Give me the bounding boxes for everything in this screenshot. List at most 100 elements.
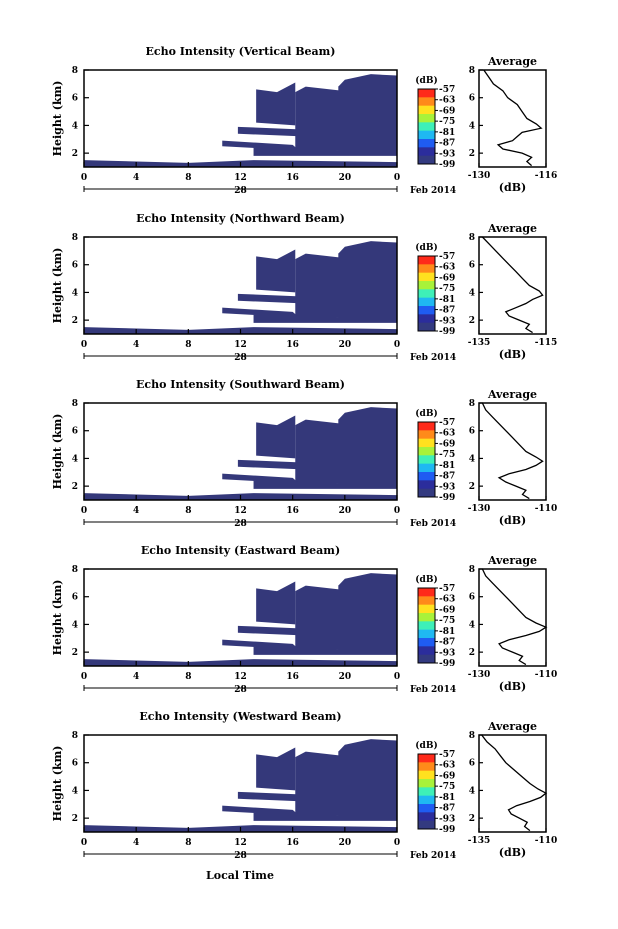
x-tick-label: 20 (339, 506, 352, 516)
profile-x-label: (dB) (499, 680, 526, 693)
x-tick-label: 20 (339, 173, 352, 183)
colorbar-segment (418, 604, 435, 614)
echo-region (253, 812, 397, 821)
echo-region (295, 751, 343, 816)
profile-x-tick-label: -115 (535, 338, 558, 348)
colorbar-tick-label: -69 (439, 439, 455, 449)
y-tick-label: 2 (72, 814, 78, 824)
echo-region (237, 126, 306, 137)
profile-frame (478, 568, 547, 667)
profile-y-tick-label: 6 (469, 94, 475, 104)
y-tick-label: 4 (72, 620, 78, 630)
colorbar-segment (418, 455, 435, 465)
colorbar-unit: (dB) (415, 408, 437, 419)
y-tick-label: 6 (72, 593, 78, 603)
x-tick-label: 12 (234, 173, 247, 183)
panel-4: Echo Intensity (Eastward Beam) 2 4 6 8 Height… (51, 544, 557, 695)
colorbar-segment (418, 812, 435, 822)
colorbar-tick-label: -87 (439, 306, 455, 316)
profile-y-tick-label: 8 (469, 399, 475, 409)
colorbar-frame (417, 255, 436, 332)
echo-region (256, 82, 296, 126)
echo-region (253, 147, 397, 156)
echo-region (222, 307, 300, 318)
echo-region (253, 314, 397, 323)
profile-x-label: (dB) (499, 514, 526, 527)
colorbar-tick-label: -75 (439, 616, 455, 626)
date-label: 28 (234, 186, 247, 196)
x-tick-label: 8 (185, 340, 191, 350)
colorbar-segment (418, 463, 435, 473)
y-axis-label: Height (km) (51, 248, 64, 324)
echo-region (237, 459, 306, 470)
echo-region (237, 625, 306, 636)
colorbar-segment (418, 480, 435, 490)
x-tick-label: 0 (394, 672, 400, 682)
x-tick-label: 4 (133, 506, 139, 516)
colorbar-tick-label: -99 (439, 825, 455, 835)
colorbar-tick-label: -69 (439, 106, 455, 116)
profile-line (481, 568, 548, 666)
y-axis-label: Height (km) (51, 580, 64, 656)
profile-y-tick-label: 2 (469, 648, 475, 658)
colorbar-segment (418, 638, 435, 647)
x-tick-label: 12 (234, 838, 247, 848)
profile-frame (478, 236, 547, 335)
y-tick-label: 4 (72, 288, 78, 298)
colorbar-tick-label: -69 (439, 605, 455, 615)
colorbar-segment (418, 147, 435, 157)
colorbar-segment (418, 646, 435, 656)
panel-title: Echo Intensity (Vertical Beam) (145, 45, 335, 58)
echo-region (256, 415, 296, 459)
colorbar-segment (418, 114, 435, 123)
date-label: 28 (234, 685, 247, 695)
y-axis-label: Height (km) (51, 746, 64, 822)
colorbar-segment (418, 770, 435, 780)
echo-region (338, 241, 397, 322)
month-label: Feb 2014 (410, 519, 456, 529)
colorbar-tick-label: -75 (439, 284, 455, 294)
colorbar-segment (418, 438, 435, 448)
x-tick-label: 0 (81, 838, 87, 848)
x-tick-label: 4 (133, 340, 139, 350)
x-tick-label: 0 (394, 506, 400, 516)
profile-y-tick-label: 6 (469, 593, 475, 603)
colorbar-segment (418, 621, 435, 631)
profile-y-tick-label: 8 (469, 66, 475, 76)
colorbar-tick-label: -99 (439, 659, 455, 669)
colorbar-tick-label: -63 (439, 263, 455, 273)
colorbar-tick-label: -63 (439, 96, 455, 106)
echo-region (295, 253, 343, 318)
colorbar-tick-label: -87 (439, 139, 455, 149)
echo-region (338, 739, 397, 820)
profile-x-tick-label: -130 (468, 504, 491, 514)
x-tick-label: 16 (286, 340, 299, 350)
echo-region (256, 581, 296, 625)
colorbar-segment (418, 272, 435, 282)
colorbar-segment (418, 762, 435, 772)
x-tick-label: 8 (185, 173, 191, 183)
y-tick-label: 8 (72, 233, 78, 243)
echo-region (338, 407, 397, 488)
panel-5: Echo Intensity (Westward Beam) 2 4 6 8 Height… (51, 710, 557, 861)
colorbar-frame (417, 753, 436, 830)
x-axis-label: Local Time (206, 869, 274, 882)
profile-y-tick-label: 4 (469, 121, 475, 131)
y-tick-label: 8 (72, 565, 78, 575)
x-tick-label: 4 (133, 173, 139, 183)
colorbar-segment (418, 314, 435, 324)
echo-region (256, 249, 296, 293)
y-axis-label: Height (km) (51, 414, 64, 490)
month-label: Feb 2014 (410, 186, 456, 196)
colorbar-unit: (dB) (415, 242, 437, 253)
colorbar-tick-label: -87 (439, 472, 455, 482)
colorbar-tick-label: -75 (439, 782, 455, 792)
y-axis-label: Height (km) (51, 81, 64, 157)
x-tick-label: 0 (81, 173, 87, 183)
x-tick-label: 0 (81, 672, 87, 682)
month-label: Feb 2014 (410, 685, 456, 695)
colorbar-segment (418, 281, 435, 290)
echo-region (253, 646, 397, 655)
panel-title: Echo Intensity (Westward Beam) (139, 710, 341, 723)
